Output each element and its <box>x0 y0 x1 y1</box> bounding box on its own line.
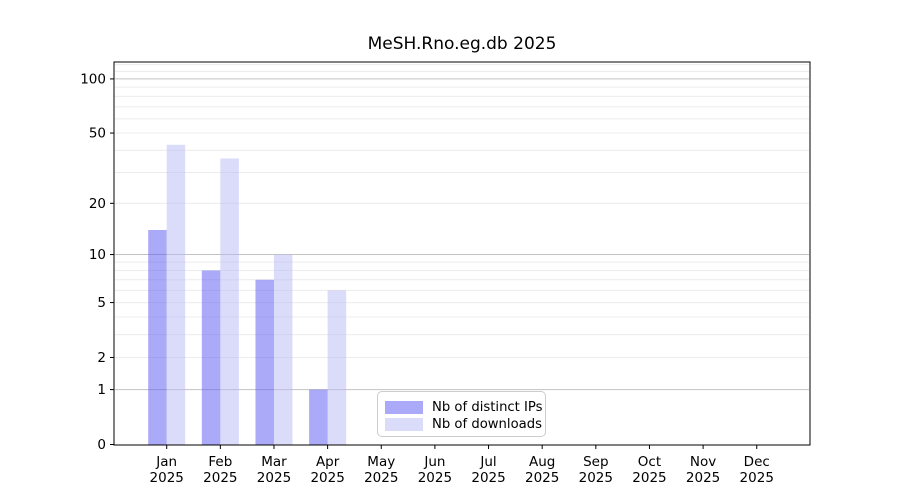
legend-label-distinct-ips: Nb of distinct IPs <box>432 400 543 415</box>
x-tick-label-year: 2025 <box>471 470 505 486</box>
bar-mar-downloads <box>273 254 293 445</box>
x-tick-label-year: 2025 <box>579 470 613 486</box>
x-tick-label-month: Jan <box>155 454 177 470</box>
bar-apr-distinct-ips <box>309 389 328 445</box>
x-tick-label-month: Jul <box>479 454 496 470</box>
x-tick-label-month: Jun <box>423 454 445 470</box>
x-tick-label-month: Oct <box>638 454 661 470</box>
x-tick-label-year: 2025 <box>686 470 720 486</box>
legend-swatch-distinct-ips-icon <box>385 401 423 414</box>
y-tick-label: 10 <box>89 247 106 263</box>
x-tick-label-year: 2025 <box>257 470 291 486</box>
legend: Nb of distinct IPs Nb of downloads <box>377 391 546 437</box>
bar-mar-distinct-ips <box>255 279 274 445</box>
y-tick-label: 100 <box>80 71 106 87</box>
x-tick-label-year: 2025 <box>203 470 237 486</box>
y-tick-label: 5 <box>97 295 106 311</box>
x-tick-label-year: 2025 <box>364 470 398 486</box>
x-tick-label-month: Aug <box>529 454 555 470</box>
x-tick-label-month: Mar <box>261 454 287 470</box>
x-tick-label-month: Dec <box>744 454 770 470</box>
y-tick-label: 2 <box>97 350 106 366</box>
chart-title: MeSH.Rno.eg.db 2025 <box>367 34 557 54</box>
y-tick-label: 0 <box>97 437 106 453</box>
y-tick-label: 50 <box>89 126 106 142</box>
bar-feb-downloads <box>220 158 239 445</box>
x-tick-label-year: 2025 <box>150 470 184 486</box>
x-tick-label-month: Feb <box>208 454 232 470</box>
plot-spines <box>113 61 811 446</box>
legend-row-downloads: Nb of downloads <box>385 417 545 432</box>
y-tick-label: 1 <box>97 382 106 398</box>
bar-jan-downloads <box>166 144 186 445</box>
x-tick-label-month: Apr <box>316 454 340 470</box>
x-tick-label-year: 2025 <box>418 470 452 486</box>
x-tick-label-year: 2025 <box>310 470 344 486</box>
x-tick-label-year: 2025 <box>525 470 559 486</box>
x-tick-label-year: 2025 <box>632 470 666 486</box>
legend-row-distinct-ips: Nb of distinct IPs <box>385 400 545 415</box>
x-tick-label-month: May <box>367 454 395 470</box>
x-tick-label-month: Sep <box>583 454 608 470</box>
x-tick-label-year: 2025 <box>740 470 774 486</box>
legend-swatch-downloads-icon <box>385 418 423 431</box>
y-tick-label: 20 <box>89 196 106 212</box>
x-tick-label-month: Nov <box>690 454 716 470</box>
bar-apr-downloads <box>327 290 347 445</box>
legend-label-downloads: Nb of downloads <box>432 417 542 432</box>
bar-feb-distinct-ips <box>201 270 221 445</box>
bar-jan-distinct-ips <box>148 229 167 445</box>
